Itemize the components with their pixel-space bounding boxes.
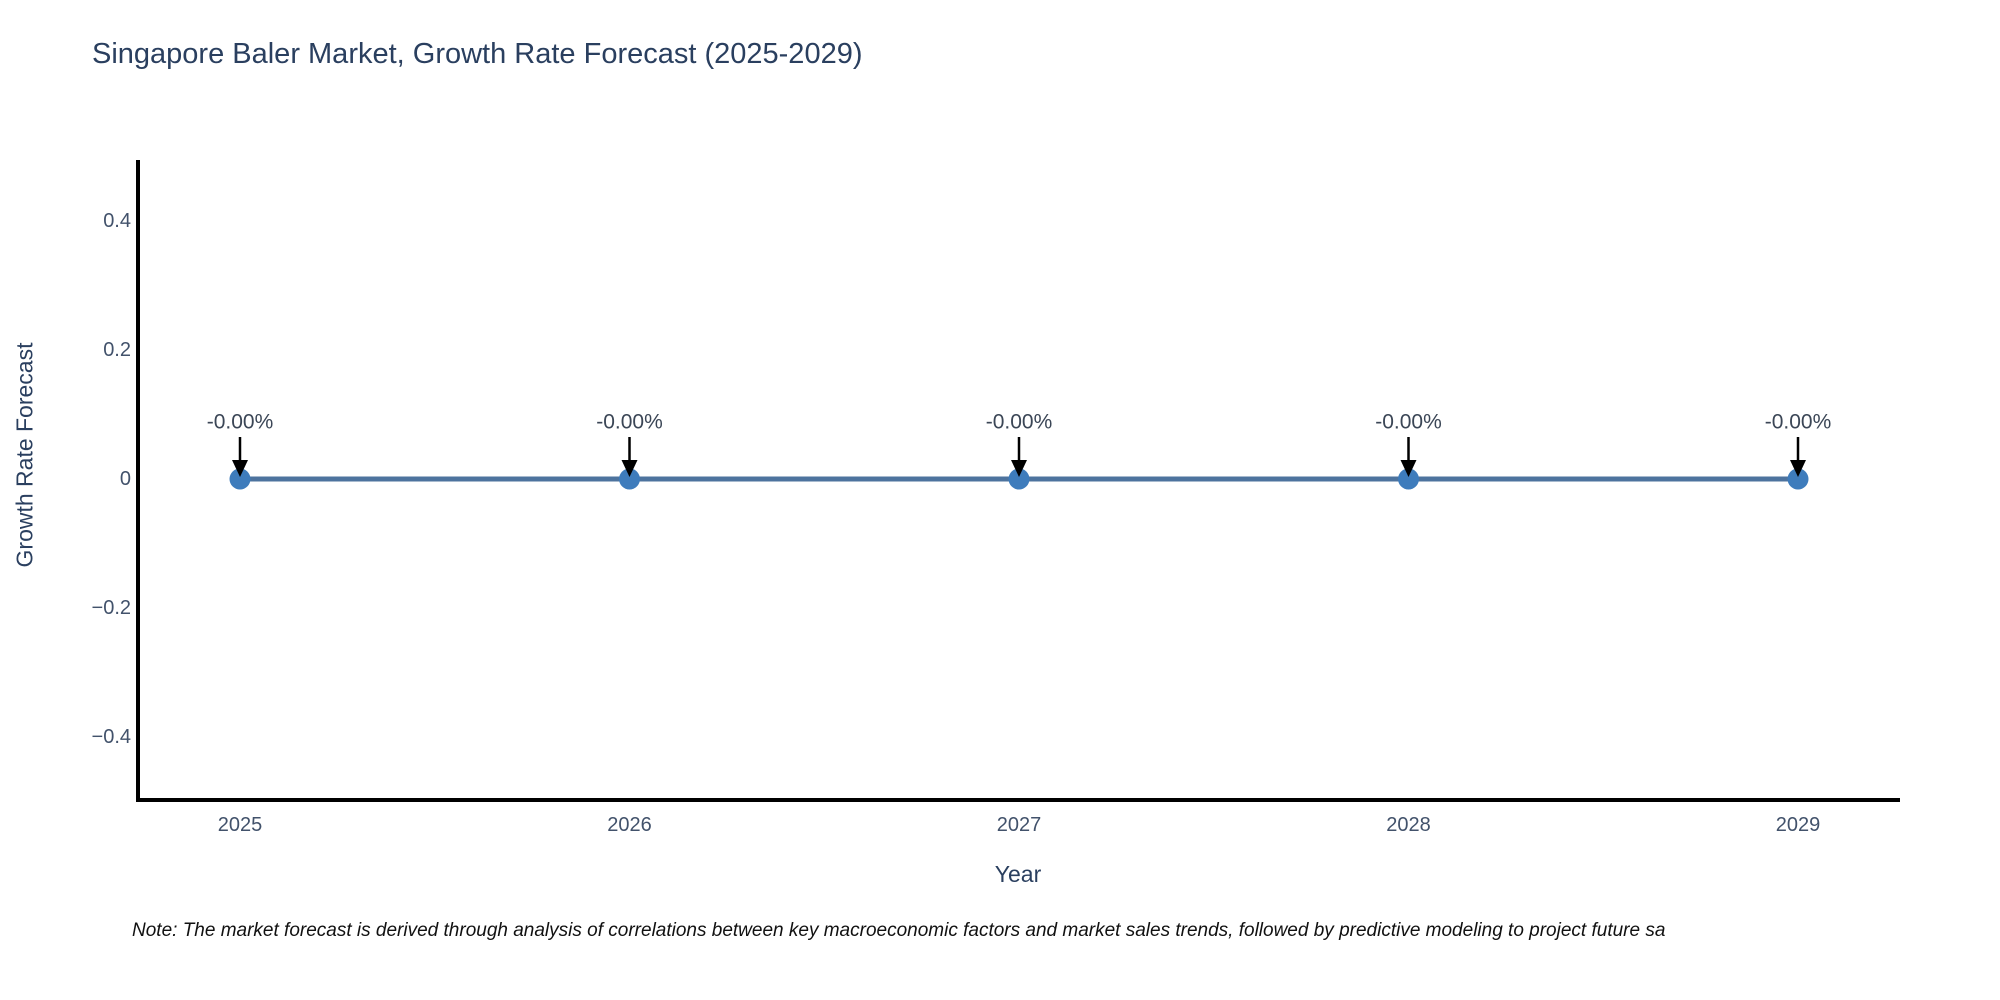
point-annotation-label: -0.00% [986, 411, 1053, 434]
x-tick-label: 2027 [997, 814, 1042, 836]
data-point-marker [1787, 468, 1809, 490]
chart-title: Singapore Baler Market, Growth Rate Fore… [92, 38, 863, 70]
point-annotation-label: -0.00% [596, 411, 663, 434]
x-tick-label: 2029 [1776, 814, 1821, 836]
y-tick-label: −0.4 [92, 726, 131, 748]
data-point-marker [229, 468, 251, 490]
annotation-arrow-head [1400, 460, 1417, 477]
y-tick-label: 0.2 [103, 339, 131, 361]
y-tick-label: −0.2 [92, 597, 131, 619]
data-point-marker [1398, 468, 1419, 490]
x-tick-label: 2025 [218, 814, 263, 836]
footnote: Note: The market forecast is derived thr… [132, 920, 1666, 941]
point-annotation-label: -0.00% [1765, 411, 1832, 434]
x-tick-label: 2026 [607, 814, 652, 836]
data-point-marker [619, 468, 640, 490]
annotation-arrow-head [232, 460, 248, 477]
annotation-arrow-head [1011, 460, 1027, 477]
y-tick-label: 0 [120, 468, 131, 490]
y-tick-label: 0.4 [103, 210, 131, 232]
data-point-marker [1008, 468, 1030, 490]
x-axis-title: Year [994, 861, 1042, 887]
annotation-arrow-head [1790, 460, 1806, 477]
point-annotation-label: -0.00% [1375, 411, 1442, 434]
point-annotation-label: -0.00% [207, 411, 274, 434]
annotation-arrow-head [621, 460, 638, 477]
x-tick-label: 2028 [1386, 814, 1431, 836]
